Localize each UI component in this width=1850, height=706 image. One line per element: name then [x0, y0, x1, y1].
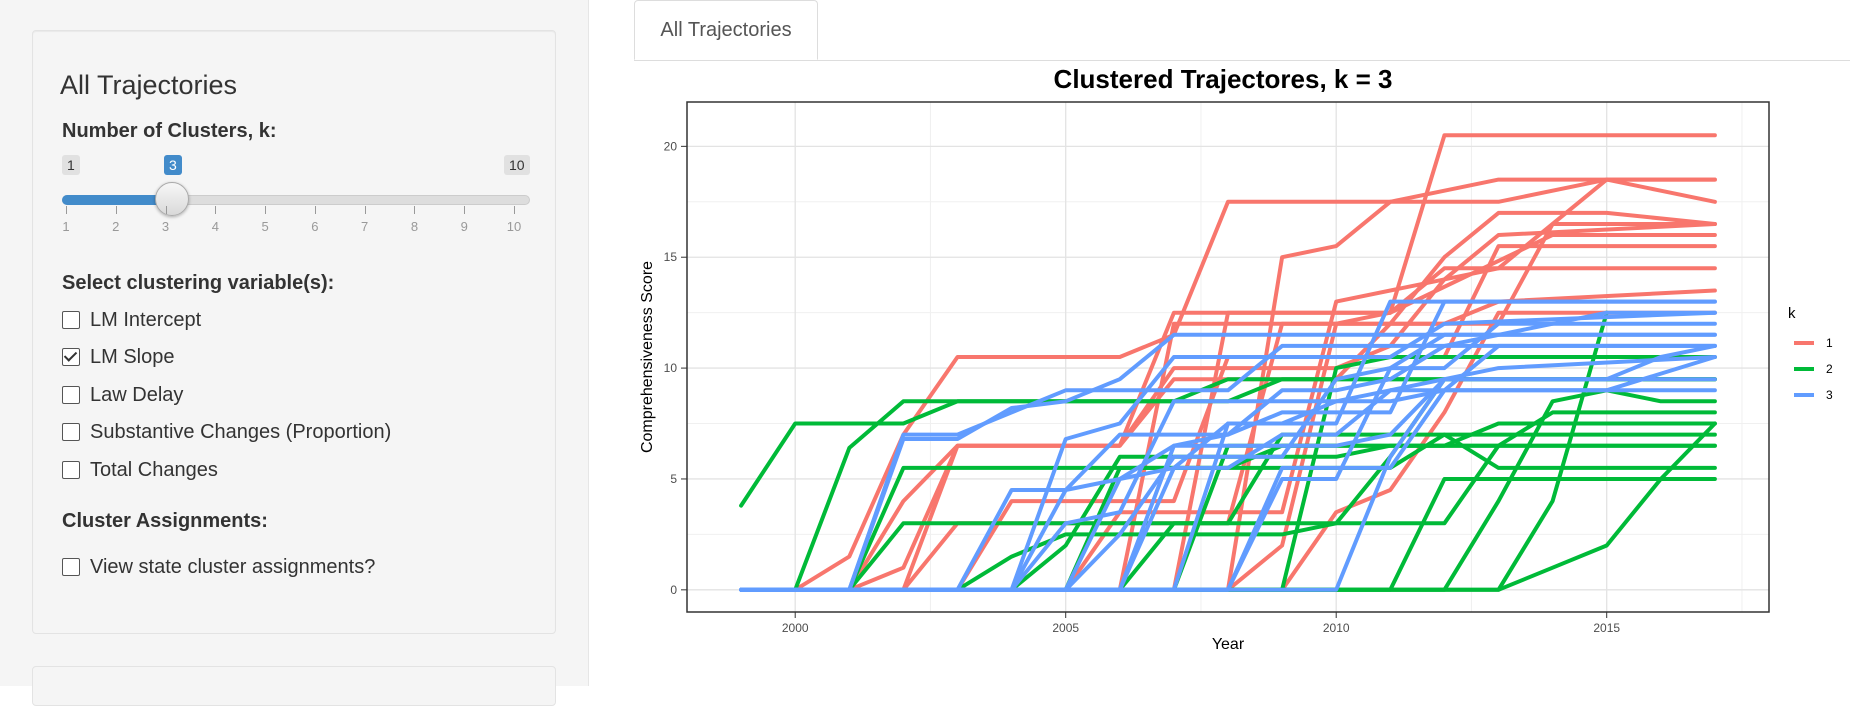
checkbox-box[interactable] — [62, 423, 80, 441]
x-tick-label: 2015 — [1593, 621, 1620, 635]
series-line-k1 — [739, 177, 1717, 592]
variables-label: Select clustering variable(s): — [62, 272, 335, 294]
legend-label: 3 — [1826, 388, 1833, 402]
series-line-k1 — [739, 222, 1717, 592]
checkbox-box[interactable] — [62, 558, 80, 576]
series-line-k3 — [739, 332, 1717, 592]
clusters-label: Number of Clusters, k: — [62, 120, 277, 142]
series-line-k3 — [739, 377, 1717, 592]
plot-border — [686, 101, 1770, 613]
panel-title: All Trajectories — [60, 70, 238, 100]
slider-tick-label: 5 — [261, 219, 269, 234]
slider-tick — [165, 206, 167, 214]
tab-all-trajectories[interactable]: All Trajectories — [634, 0, 818, 60]
legend-label: 2 — [1826, 362, 1833, 376]
series-line-k3 — [739, 343, 1717, 592]
slider-tick-label: 1 — [62, 219, 70, 234]
assignments-label: Cluster Assignments: — [62, 510, 268, 532]
legend-label: 1 — [1826, 336, 1833, 350]
chart-axes: 2000 2005 2010 2015 0 5 10 15 20 — [664, 139, 1621, 635]
slider-min-label: 1 — [62, 155, 80, 175]
sidebar-panel-secondary — [32, 666, 556, 706]
series-line-k3 — [739, 310, 1717, 592]
checkbox-lm-intercept[interactable]: LM Intercept — [62, 307, 201, 333]
checkbox-label: View state cluster assignments? — [90, 555, 376, 578]
slider-tick — [314, 206, 316, 214]
series-line-k1 — [739, 177, 1717, 592]
series-line-k3 — [739, 299, 1717, 592]
x-tick-label: 2010 — [1323, 621, 1350, 635]
y-axis-title: Comprehensiveness Score — [639, 261, 656, 453]
x-tick-label: 2000 — [782, 621, 809, 635]
checkbox-label: Total Changes — [90, 458, 218, 481]
tabs-border — [634, 60, 1850, 61]
checkbox-box[interactable] — [62, 348, 80, 366]
chart-series — [739, 133, 1717, 592]
slider-handle[interactable] — [155, 182, 189, 216]
series-line-k3 — [739, 332, 1717, 592]
y-tick-label: 10 — [664, 361, 678, 375]
slider-tick — [215, 206, 217, 214]
series-line-k1 — [739, 266, 1717, 592]
checkbox-box[interactable] — [62, 386, 80, 404]
sidebar-panel — [32, 30, 556, 634]
series-line-k2 — [739, 410, 1717, 592]
slider-tick — [514, 206, 515, 214]
clusters-slider[interactable]: 1 3 10 1 2 3 4 5 6 7 8 9 10 — [62, 155, 532, 245]
slider-tick — [414, 206, 416, 214]
y-tick-label: 15 — [664, 250, 678, 264]
slider-fill — [62, 195, 174, 205]
checkbox-label: Law Delay — [90, 383, 184, 406]
slider-tick — [364, 206, 366, 214]
slider-tick — [265, 206, 267, 214]
series-line-k3 — [739, 355, 1717, 592]
slider-max-label: 10 — [504, 155, 530, 175]
checkbox-view-assignments[interactable]: View state cluster assignments? — [62, 554, 375, 580]
checkbox-box[interactable] — [62, 311, 80, 329]
slider-tick-label: 8 — [410, 219, 419, 234]
trajectory-chart: Clustered Trajectores, k = 3 2000 2005 201… — [639, 64, 1833, 653]
chart-title: Clustered Trajectores, k = 3 — [1054, 64, 1393, 94]
slider-tick — [464, 206, 466, 214]
checkbox-lm-slope[interactable]: LM Slope — [62, 344, 175, 370]
series-line-k3 — [739, 310, 1717, 592]
x-axis-title: Year — [1212, 636, 1245, 653]
checkbox-law-delay[interactable]: Law Delay — [62, 382, 183, 408]
slider-tick-label: 10 — [506, 219, 522, 234]
checkbox-label: LM Slope — [90, 345, 175, 368]
series-line-k3 — [739, 355, 1717, 592]
slider-tick-label: 4 — [211, 219, 219, 234]
slider-tick-label: 2 — [112, 219, 120, 234]
y-tick-label: 0 — [670, 583, 677, 597]
slider-tick — [66, 206, 67, 214]
x-tick-label: 2005 — [1052, 621, 1079, 635]
slider-value-label: 3 — [164, 155, 182, 175]
checkbox-box[interactable] — [62, 461, 80, 479]
slider-tick-label: 3 — [161, 219, 170, 234]
slider-tick-label: 6 — [311, 219, 319, 234]
checkbox-total-changes[interactable]: Total Changes — [62, 457, 218, 483]
slider-tick — [115, 206, 117, 214]
chart-legend: k 1 2 3 — [1788, 305, 1833, 402]
y-tick-label: 20 — [664, 139, 678, 153]
slider-tick-label: 9 — [460, 219, 468, 234]
slider-tick-label: 7 — [361, 219, 369, 234]
checkbox-substantive-changes[interactable]: Substantive Changes (Proportion) — [62, 419, 391, 445]
checkbox-label: LM Intercept — [90, 308, 202, 331]
checkbox-label: Substantive Changes (Proportion) — [90, 420, 392, 443]
legend-title: k — [1788, 305, 1796, 322]
y-tick-label: 5 — [670, 472, 677, 486]
